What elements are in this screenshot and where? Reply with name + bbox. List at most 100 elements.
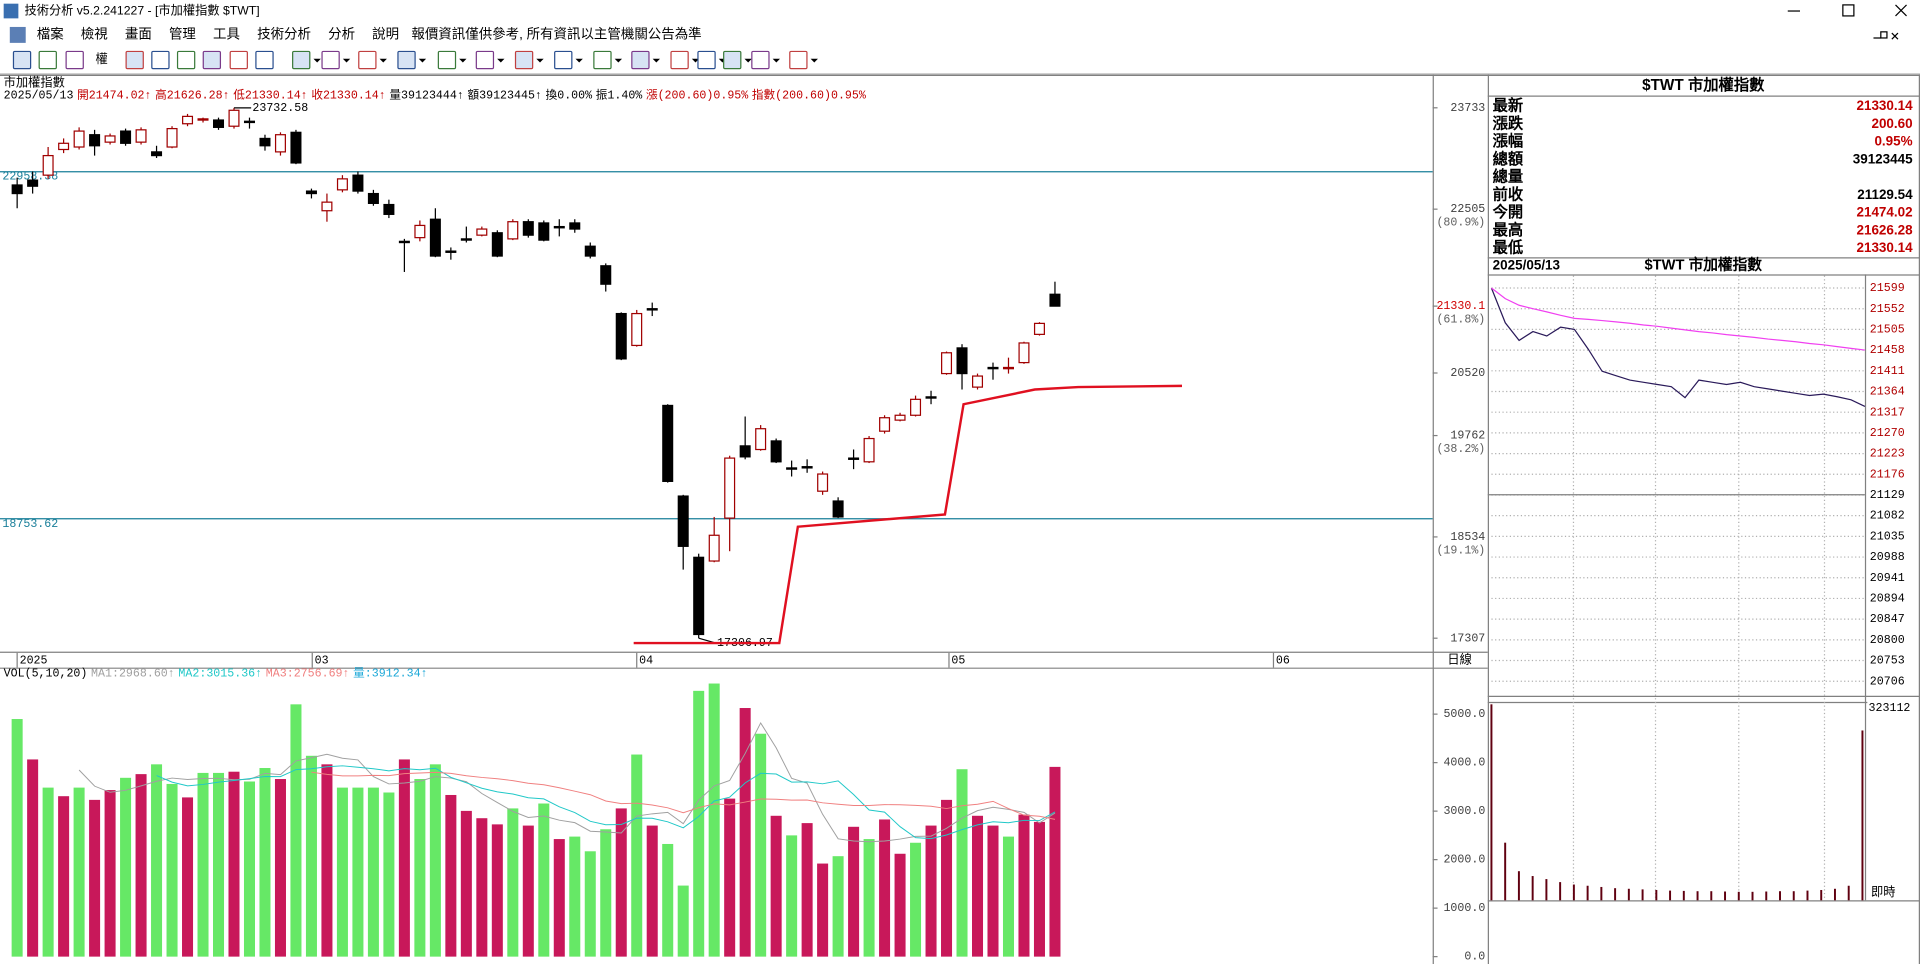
toolbar-dropdown[interactable] <box>575 58 583 63</box>
candle-body <box>243 120 255 124</box>
quote-label: 總額 <box>1493 150 1524 168</box>
menu-item[interactable]: 工具 <box>213 26 240 41</box>
volume-bar <box>615 808 627 957</box>
toolbar-dropdown[interactable] <box>772 58 780 63</box>
intraday-volume-bar <box>1779 891 1781 901</box>
period-label: 日線 <box>1447 651 1471 666</box>
toolbar-icon[interactable] <box>358 50 377 70</box>
toolbar-dropdown[interactable] <box>744 58 752 63</box>
y-tick-label: 20706 <box>1870 675 1905 688</box>
volume-bar <box>73 787 85 957</box>
toolbar-icon[interactable] <box>38 50 57 70</box>
volume-bar <box>941 799 953 957</box>
intraday-volume-bar <box>1833 888 1836 901</box>
toolbar-icon[interactable] <box>554 50 573 70</box>
volume-bar <box>894 853 906 957</box>
candle-body <box>305 190 317 195</box>
toolbar-icon[interactable] <box>255 50 274 70</box>
toolbar-icon[interactable] <box>151 50 170 70</box>
info-item: 收21330.14↑ <box>311 88 385 103</box>
volume-bar <box>89 799 101 957</box>
toolbar-icon[interactable] <box>202 50 222 70</box>
toolbar-icon[interactable] <box>751 50 770 70</box>
toolbar-dropdown[interactable] <box>418 58 427 63</box>
toolbar-icon[interactable] <box>697 50 716 70</box>
intraday-title: $TWT 市加權指數 <box>1645 256 1763 274</box>
menu-item[interactable]: 檢視 <box>81 25 108 41</box>
toolbar-icon[interactable] <box>292 50 311 70</box>
volume-bar <box>569 836 581 957</box>
candle-body <box>120 130 132 144</box>
y-tick-note: (38.2%) <box>1436 443 1485 456</box>
window-title: 技術分析 v5.2.241227 - [市加權指數 $TWT] <box>24 2 259 17</box>
toolbar-icon[interactable] <box>789 50 808 70</box>
candle-body <box>646 308 658 311</box>
toolbar-icon[interactable] <box>125 50 144 70</box>
y-tick-label: 19762 <box>1450 430 1485 443</box>
intraday-volume-bar <box>1641 889 1644 901</box>
menu-item[interactable]: 管理 <box>169 26 196 41</box>
volume-bar <box>398 759 410 957</box>
intraday-volume-bar <box>1572 884 1575 901</box>
info-item: 高21626.28↑ <box>155 88 229 103</box>
menu-item[interactable]: 畫面 <box>125 26 152 41</box>
toolbar-icon[interactable] <box>321 50 340 70</box>
toolbar-icon[interactable] <box>631 50 650 70</box>
mdi-controls[interactable] <box>1873 32 1899 40</box>
toolbar-icon[interactable] <box>723 50 742 70</box>
toolbar-dropdown[interactable] <box>379 58 387 63</box>
volume-bar <box>863 839 875 957</box>
toolbar-dropdown[interactable] <box>313 58 321 63</box>
toolbar-icon[interactable] <box>12 50 32 70</box>
restore-button[interactable] <box>1842 4 1855 17</box>
toolbar-icon[interactable] <box>475 50 495 70</box>
volume-bar <box>367 787 379 957</box>
quote-label: 漲跌 <box>1493 115 1524 132</box>
toolbar-dropdown[interactable] <box>497 58 505 63</box>
intraday-volume-bar <box>1559 882 1562 901</box>
menu-item[interactable]: 說明 <box>372 25 399 41</box>
candle-body <box>584 245 596 257</box>
toolbar-icon[interactable] <box>229 50 248 70</box>
candle-body <box>910 398 922 416</box>
toolbar-icon[interactable] <box>593 50 612 70</box>
toolbar-dropdown[interactable] <box>342 58 351 63</box>
intraday-volume-bar <box>1600 886 1603 901</box>
x-tick-label: 05 <box>951 654 965 667</box>
toolbar-icon[interactable] <box>670 50 689 70</box>
intraday-line <box>1491 287 1865 351</box>
quote-title: $TWT 市加權指數 <box>1642 76 1765 94</box>
menu-item[interactable]: 技術分析 <box>257 26 311 41</box>
intraday-volume-bar <box>1655 889 1658 901</box>
quote-label: 最新 <box>1493 97 1524 115</box>
toolbar-icon[interactable] <box>514 50 534 70</box>
candle-body <box>863 437 875 463</box>
toolbar-dropdown[interactable] <box>614 58 623 63</box>
y-tick-label: 23733 <box>1450 102 1485 115</box>
volume-bar <box>770 815 782 957</box>
menu-item[interactable]: 檔案 <box>37 26 64 41</box>
volume-bar <box>58 796 70 957</box>
toolbar-icon[interactable] <box>176 50 196 70</box>
toolbar-dropdown[interactable] <box>810 58 818 63</box>
volume-bar <box>972 815 984 957</box>
toolbar-icon[interactable] <box>397 50 416 70</box>
horizontal-line-label: 18753.62 <box>2 518 58 531</box>
info-item: 指數(200.60)0.95% <box>752 88 866 103</box>
close-button[interactable] <box>1895 4 1907 17</box>
toolbar-icon[interactable] <box>437 50 457 70</box>
candle-body <box>398 240 410 244</box>
mdi-restore[interactable] <box>1880 31 1888 39</box>
y-tick-label: 17307 <box>1450 632 1485 645</box>
menu-item[interactable]: 分析 <box>328 26 355 41</box>
toolbar-dropdown[interactable] <box>536 58 544 63</box>
volume-bar <box>739 708 751 957</box>
x-tick-label: 2025 <box>20 654 48 667</box>
toolbar-icon[interactable] <box>65 50 84 70</box>
candle-body <box>383 203 395 215</box>
toolbar-dropdown[interactable] <box>459 58 467 63</box>
intraday-volume-bar <box>1765 891 1768 901</box>
menu-notice: 報價資訊僅供參考, 所有資訊以主管機關公告為準 <box>411 26 701 41</box>
intraday-volume-bar <box>1504 842 1507 901</box>
toolbar-dropdown[interactable] <box>652 58 660 63</box>
